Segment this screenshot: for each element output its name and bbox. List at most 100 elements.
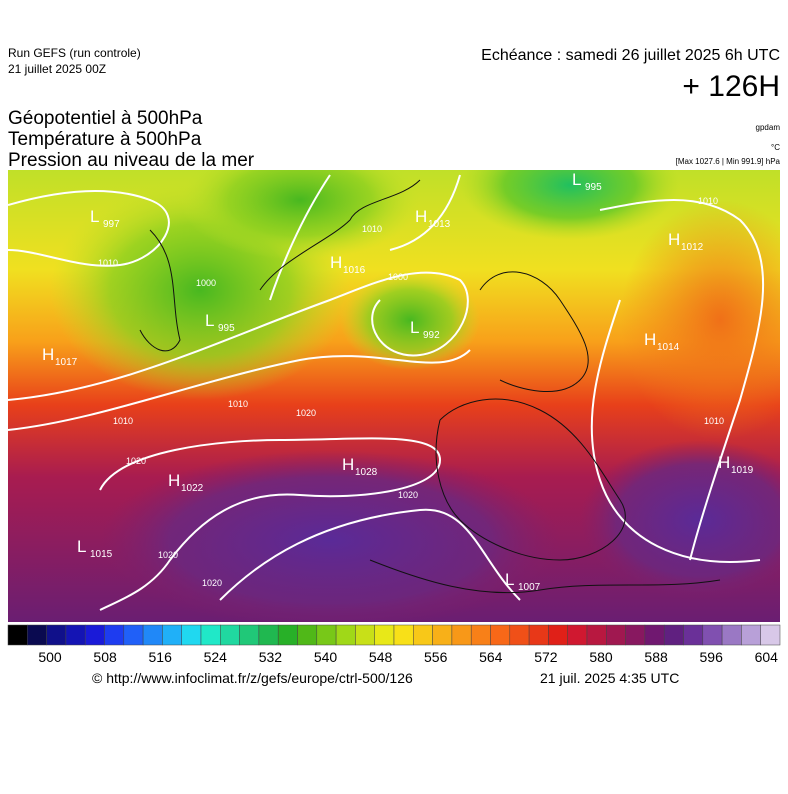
colorbar-cell [490, 624, 511, 646]
pressure-center: H 1017 [42, 345, 78, 368]
run-label: Run GEFS (run controle) [8, 46, 141, 60]
colorbar-cell [741, 624, 761, 646]
isobar-label: 1000 [388, 272, 408, 282]
colorbar-cell [683, 624, 704, 646]
colorbar-tick: 540 [314, 649, 338, 665]
colorbar-cell [104, 624, 125, 646]
isobar-label: 1010 [704, 416, 724, 426]
colorbar-cell [721, 624, 742, 646]
pressure-center: H 1028 [342, 455, 378, 478]
colorbar-cell [470, 624, 491, 646]
colorbar-tick: 588 [644, 649, 668, 665]
field-name: Pression au niveau de la mer [8, 150, 255, 171]
colorbar-cell [451, 624, 472, 646]
pressure-letter: H [168, 471, 180, 490]
pressure-letter: L [572, 170, 581, 189]
colorbar-cell [335, 624, 356, 646]
pressure-value: 1007 [518, 582, 541, 593]
isobar-label: 1010 [228, 399, 248, 409]
colorbar-tick: 604 [755, 649, 779, 665]
colorbar-cell [567, 624, 588, 646]
colorbar-cell [27, 624, 47, 646]
isobar-label: 1010 [113, 416, 133, 426]
pressure-center: L 1007 [505, 570, 541, 593]
pressure-center: L 992 [410, 318, 440, 341]
colorbar-cell [586, 624, 607, 646]
colorbar-cell [239, 624, 260, 646]
pressure-value: 1028 [355, 467, 378, 478]
colorbar-tick: 516 [149, 649, 173, 665]
pressure-center: L 1015 [77, 537, 113, 560]
pressure-value: 1019 [731, 465, 754, 476]
colorbar-cell [7, 624, 28, 646]
colorbar-tick: 596 [700, 649, 724, 665]
colorbar-cell [46, 624, 67, 646]
pressure-letter: H [668, 230, 680, 249]
isobar-label: 1010 [698, 196, 718, 206]
pressure-center: H 1022 [168, 471, 204, 494]
colorbar-cell [84, 624, 105, 646]
colorbar-cell [548, 624, 568, 646]
colorbar-cell [625, 624, 646, 646]
pressure-value: 1013 [428, 219, 451, 230]
pressure-center: H 1014 [644, 330, 680, 353]
colorbar-cell [258, 624, 279, 646]
colorbar-cell [123, 624, 144, 646]
colorbar-cell [606, 624, 626, 646]
unit-label: gpdam [756, 123, 781, 132]
colorbar-tick: 508 [93, 649, 117, 665]
pressure-value: 1016 [343, 265, 366, 276]
pressure-letter: L [90, 207, 99, 226]
pressure-letter: L [77, 537, 86, 556]
colorbar-cell [142, 624, 163, 646]
run-date: 21 juillet 2025 00Z [8, 62, 106, 76]
pressure-center: L 995 [572, 170, 602, 193]
map [8, 170, 780, 622]
isobar-label: 1020 [202, 578, 222, 588]
colorbar-cell [374, 624, 395, 646]
pressure-value: 1012 [681, 242, 704, 253]
pressure-center: L 997 [90, 207, 120, 230]
pressure-center: H 1016 [330, 253, 366, 276]
colorbar-tick: 532 [259, 649, 283, 665]
pressure-value: 1015 [90, 549, 113, 560]
colorbar-cell [65, 624, 86, 646]
pressure-center: H 1013 [415, 207, 451, 230]
pressure-letter: L [410, 318, 419, 337]
pressure-letter: H [342, 455, 354, 474]
isobar-label: 1010 [98, 258, 118, 268]
pressure-value: 995 [585, 182, 602, 193]
pressure-center: H 1012 [668, 230, 704, 253]
source-url: © http://www.infoclimat.fr/z/gefs/europe… [92, 670, 413, 686]
unit-label: °C [771, 143, 780, 152]
colorbar-cell [760, 624, 781, 646]
colorbar-tick: 548 [369, 649, 393, 665]
colorbar-cell [509, 624, 530, 646]
colorbar-tick: 580 [589, 649, 613, 665]
pressure-value: 995 [218, 323, 235, 334]
field-name: Température à 500hPa [8, 129, 202, 150]
colorbar-cell [663, 624, 684, 646]
generated-time: 21 juil. 2025 4:35 UTC [540, 670, 679, 686]
colorbar-cell [220, 624, 240, 646]
colorbar-cell [528, 624, 549, 646]
pressure-value: 1022 [181, 483, 204, 494]
isobar-label: 1020 [398, 490, 418, 500]
colorbar-cell [432, 624, 453, 646]
colorbar-cell [393, 624, 414, 646]
pressure-letter: H [42, 345, 54, 364]
isobar-label: 1020 [158, 550, 178, 560]
pressure-center: H 1019 [718, 453, 754, 476]
isobar-label: 1010 [362, 224, 382, 234]
colorbar-cell [200, 624, 221, 646]
pressure-center: L 995 [205, 311, 235, 334]
isobar-label: 1000 [196, 278, 216, 288]
colorbar-cell [413, 624, 433, 646]
colorbar-cell [277, 624, 298, 646]
colorbar-cell [644, 624, 665, 646]
pressure-letter: H [415, 207, 427, 226]
colorbar-tick: 564 [479, 649, 503, 665]
isobar-label: 1020 [126, 456, 146, 466]
pressure-letter: H [644, 330, 656, 349]
